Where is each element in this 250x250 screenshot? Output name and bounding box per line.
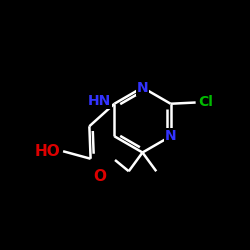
Text: N: N	[165, 129, 176, 143]
Text: O: O	[93, 169, 106, 184]
Text: N: N	[137, 80, 148, 94]
Text: HN: HN	[87, 94, 110, 108]
Text: Cl: Cl	[198, 96, 213, 110]
Text: HO: HO	[35, 144, 60, 159]
